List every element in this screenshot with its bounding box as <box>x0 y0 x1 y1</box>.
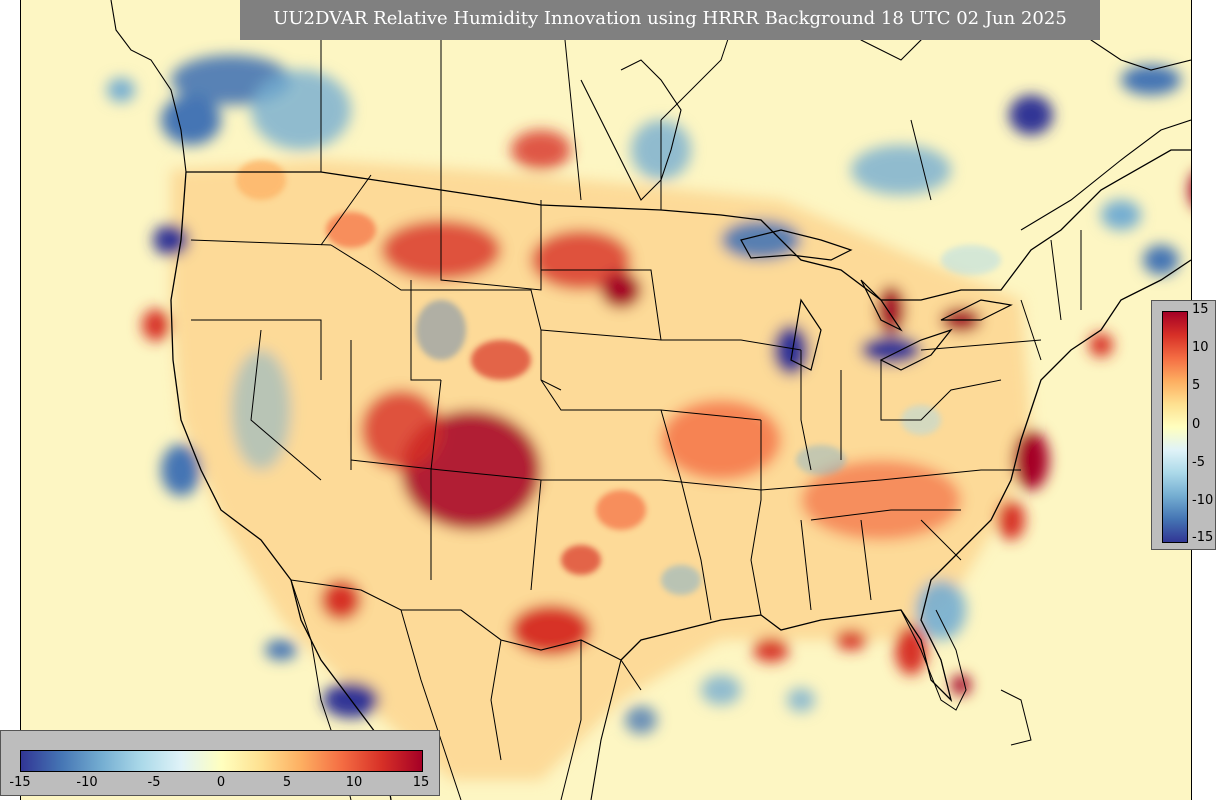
map-title: UU2DVAR Relative Humidity Innovation usi… <box>240 0 1100 40</box>
map-panel <box>20 0 1192 800</box>
colorbar-tick: 15 <box>412 775 430 790</box>
colorbar-horizontal: -15 -10 -5 0 5 10 15 <box>0 730 440 796</box>
innovation-field <box>107 55 1191 780</box>
colorbar-tick: -15 <box>1192 530 1214 545</box>
humidity-innovation-map <box>21 0 1191 800</box>
colorbar-tick: 10 <box>1192 340 1209 355</box>
colorbar-tick: -5 <box>1192 455 1205 470</box>
colorbar-tick: 0 <box>1192 417 1201 432</box>
colorbar-tick: 10 <box>345 775 363 790</box>
colorbar-tick: 15 <box>1192 302 1209 317</box>
colorbar-tick: -10 <box>76 775 98 790</box>
innovation-speckle <box>236 160 1001 595</box>
colorbar-tick: 5 <box>1192 378 1201 393</box>
colorbar-vertical-gradient <box>1162 311 1188 543</box>
colorbar-tick: 5 <box>282 775 292 790</box>
colorbar-horizontal-gradient <box>20 750 423 772</box>
boundary-lines <box>110 0 1191 800</box>
colorbar-tick: 0 <box>216 775 226 790</box>
colorbar-vertical: 15 10 5 0 -5 -10 -15 <box>1151 300 1216 550</box>
colorbar-tick: -10 <box>1192 493 1214 508</box>
colorbar-tick: -5 <box>147 775 161 790</box>
colorbar-tick: -15 <box>9 775 31 790</box>
